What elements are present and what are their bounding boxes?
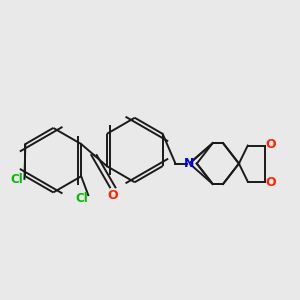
Text: Cl: Cl — [11, 173, 23, 186]
Text: N: N — [184, 157, 194, 170]
Text: O: O — [266, 176, 276, 189]
Text: O: O — [107, 189, 118, 202]
Text: Cl: Cl — [76, 192, 88, 205]
Text: O: O — [266, 138, 276, 152]
